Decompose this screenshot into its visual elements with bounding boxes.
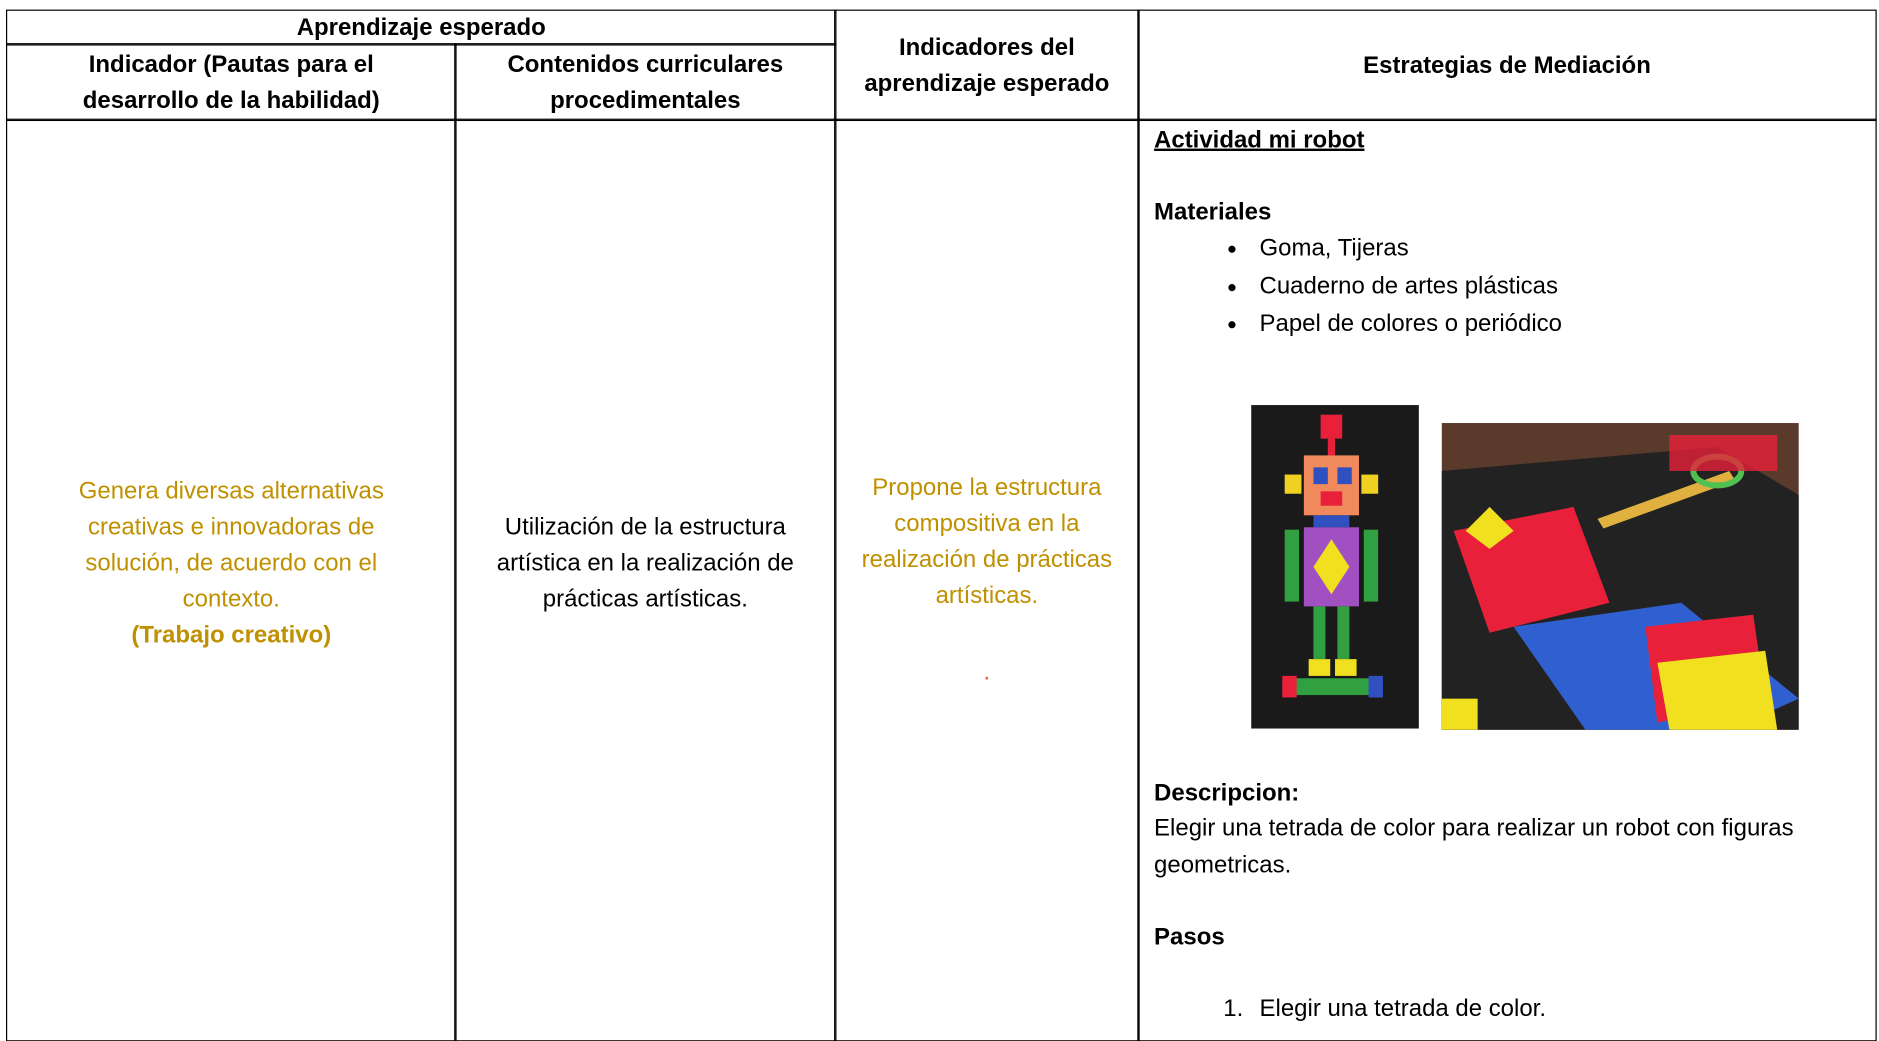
body-cell: Genera diversas alternativas creativas e… [5,118,457,1041]
material-item: Papel de colores o periódico [1250,306,1562,344]
material-item: Goma, Tijeras [1250,230,1562,268]
content-text: Utilización de la estructura artística e… [496,514,794,613]
material-item: Cuaderno de artes plásticas [1250,268,1562,306]
column-header: Indicador (Pautas para el desarrollo de … [5,43,457,122]
description-text: Elegir una tetrada de color para realiza… [1154,814,1794,879]
body-cell: Propone la estructura compositiva en la … [834,118,1140,1041]
body-cell: Utilización de la estructura artística e… [454,118,837,1041]
activity-title: Actividad mi robot [1154,127,1365,154]
column-header: Indicadores del aprendizaje esperado [834,9,1140,122]
steps-list: Elegir una tetrada de color. [1154,991,1546,1027]
indicator-text: Genera diversas alternativas creativas e… [78,478,384,613]
materials-title: Materiales [1154,198,1272,226]
robot-photo [1441,423,1799,730]
robot-image [1251,405,1419,729]
description-title: Descripcion: [1154,780,1300,807]
column-header: Estrategias de Mediación [1137,9,1877,122]
note-dot: . [983,659,991,686]
learning-indicator-text: Propone la estructura compositiva en la … [861,474,1113,609]
steps-title: Pasos [1154,923,1225,951]
group-header: Aprendizaje esperado [5,9,837,46]
column-header: Contenidos curriculares procedimentales [454,43,837,122]
step-item: Elegir una tetrada de color. [1250,991,1546,1027]
indicator-tag: (Trabajo creativo) [131,621,332,649]
materials-list: Goma, TijerasCuaderno de artes plásticas… [1154,230,1562,343]
